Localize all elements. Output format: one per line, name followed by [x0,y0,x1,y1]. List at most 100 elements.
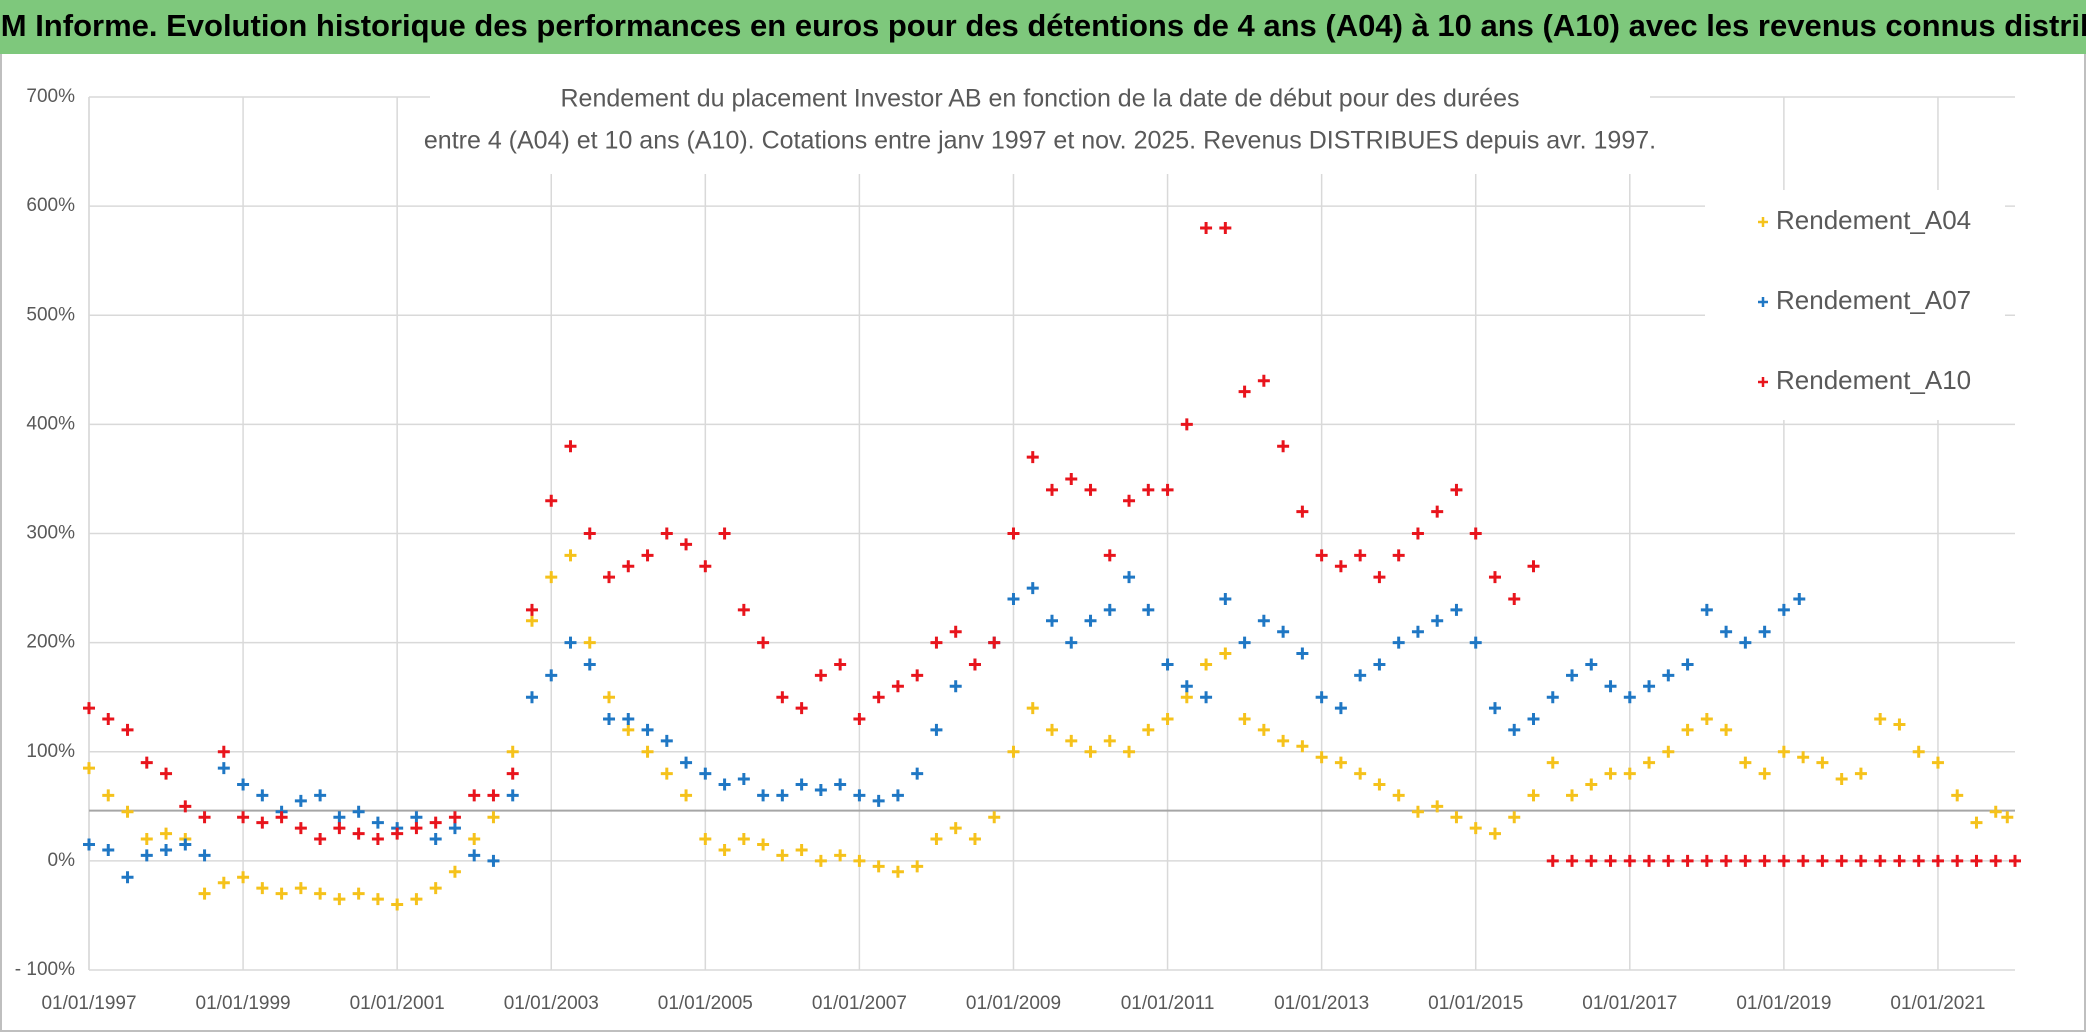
point [814,854,827,867]
point [140,849,153,862]
point [448,822,461,835]
x-tick-label: 01/01/2001 [350,993,445,1014]
point [1469,822,1482,835]
point [1103,603,1116,616]
point [1142,603,1155,616]
point [1161,658,1174,671]
point [718,843,731,856]
point [1989,854,2002,867]
point [179,838,192,851]
point [891,865,904,878]
point [1065,472,1078,485]
point [1007,592,1020,605]
point [737,773,750,786]
point [1392,549,1405,562]
point [237,778,250,791]
point [1065,734,1078,747]
point [314,789,327,802]
point [237,811,250,824]
point [1334,702,1347,715]
point [1026,451,1039,464]
point [1450,483,1463,496]
point [1065,636,1078,649]
point [102,789,115,802]
point [1643,756,1656,769]
legend-label: Rendement_A04 [1776,205,1971,235]
point [545,669,558,682]
point [1758,625,1771,638]
point [1431,614,1444,627]
point [102,713,115,726]
point [872,860,885,873]
y-tick-label: - 100% [15,959,75,980]
point [83,838,95,851]
x-tick-label: 01/01/2021 [1890,993,1985,1014]
point [795,702,808,715]
point [1431,800,1444,813]
point [1758,854,1771,867]
point [121,805,134,818]
legend-label: Rendement_A07 [1776,285,1971,315]
point [333,893,346,906]
point [545,571,558,584]
point [949,625,962,638]
point [1180,418,1193,431]
point [699,833,712,846]
point [660,767,673,780]
point [1970,816,1983,829]
point [930,723,943,736]
point [1604,767,1617,780]
point [680,789,693,802]
y-tick-label: 600% [26,195,75,216]
point [198,849,211,862]
point [1643,680,1656,693]
point [545,494,558,507]
point [333,822,346,835]
point [410,893,423,906]
point [583,658,596,671]
point [217,745,230,758]
point [525,603,538,616]
x-tick-label: 01/01/2005 [658,993,753,1014]
point [622,713,635,726]
point [160,767,173,780]
point [1257,614,1270,627]
point [275,887,288,900]
point [140,756,153,769]
point [1912,854,1925,867]
point [1123,745,1136,758]
point [487,789,500,802]
x-tick-label: 01/01/1999 [196,993,291,1014]
point [699,767,712,780]
x-tick-label: 01/01/2011 [1121,993,1215,1014]
point [1296,740,1309,753]
point [1277,625,1290,638]
point [795,843,808,856]
point [1527,560,1540,573]
point [468,849,481,862]
point [391,827,404,840]
point [1835,773,1848,786]
point [622,560,635,573]
y-tick-label: 400% [26,413,75,434]
x-tick-label: 01/01/2019 [1736,993,1831,1014]
x-tick-label: 01/01/2015 [1428,993,1523,1014]
point [1854,854,1867,867]
point [1508,592,1521,605]
point [1123,571,1136,584]
point [968,658,981,671]
point [1931,756,1944,769]
point [583,527,596,540]
point [680,538,693,551]
point [718,527,731,540]
chart-subtitle: entre 4 (A04) et 10 ans (A10). Cotations… [424,127,1656,155]
point [1970,854,1983,867]
point [1566,669,1579,682]
point [1912,745,1925,758]
point [834,849,847,862]
point [1315,549,1328,562]
point [179,800,192,813]
point [737,833,750,846]
subtitle-box [430,82,1650,174]
point [1777,745,1790,758]
